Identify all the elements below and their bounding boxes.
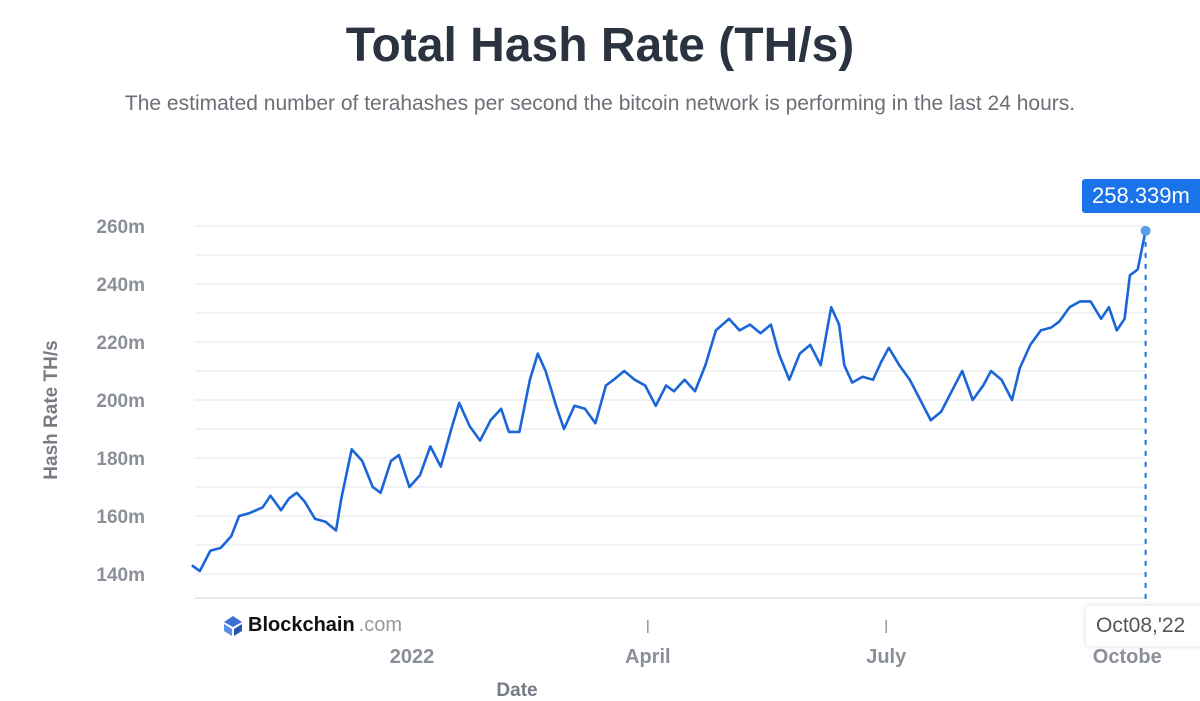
y-tick-label: 220m — [96, 333, 145, 354]
y-axis-label: Hash Rate TH/s — [41, 340, 62, 479]
y-tick-label: 260m — [96, 217, 145, 238]
value-tooltip: 258.339m — [1082, 179, 1200, 213]
data-point-latest[interactable] — [1140, 225, 1151, 236]
date-tooltip: Oct08,'22 — [1086, 606, 1200, 646]
x-tick-label: April — [625, 646, 671, 668]
x-tick-label: July — [866, 646, 907, 668]
x-axis-label: Date — [496, 680, 537, 701]
series-line-hash-rate[interactable] — [191, 230, 1147, 573]
x-tick-label: 2022 — [390, 646, 435, 668]
y-tick-label: 180m — [96, 449, 145, 470]
blockchain-logo: Blockchain .com — [222, 614, 402, 637]
x-tick-label: Octobe — [1093, 646, 1162, 668]
y-tick-label: 240m — [96, 275, 145, 296]
y-tick-label: 200m — [96, 391, 145, 412]
y-tick-label: 140m — [96, 565, 145, 586]
y-tick-label: 160m — [96, 507, 145, 528]
chart-subtitle: The estimated number of terahashes per s… — [124, 92, 1076, 115]
chart-title: Total Hash Rate (TH/s) — [345, 19, 855, 72]
blockchain-logo-icon — [224, 615, 242, 636]
